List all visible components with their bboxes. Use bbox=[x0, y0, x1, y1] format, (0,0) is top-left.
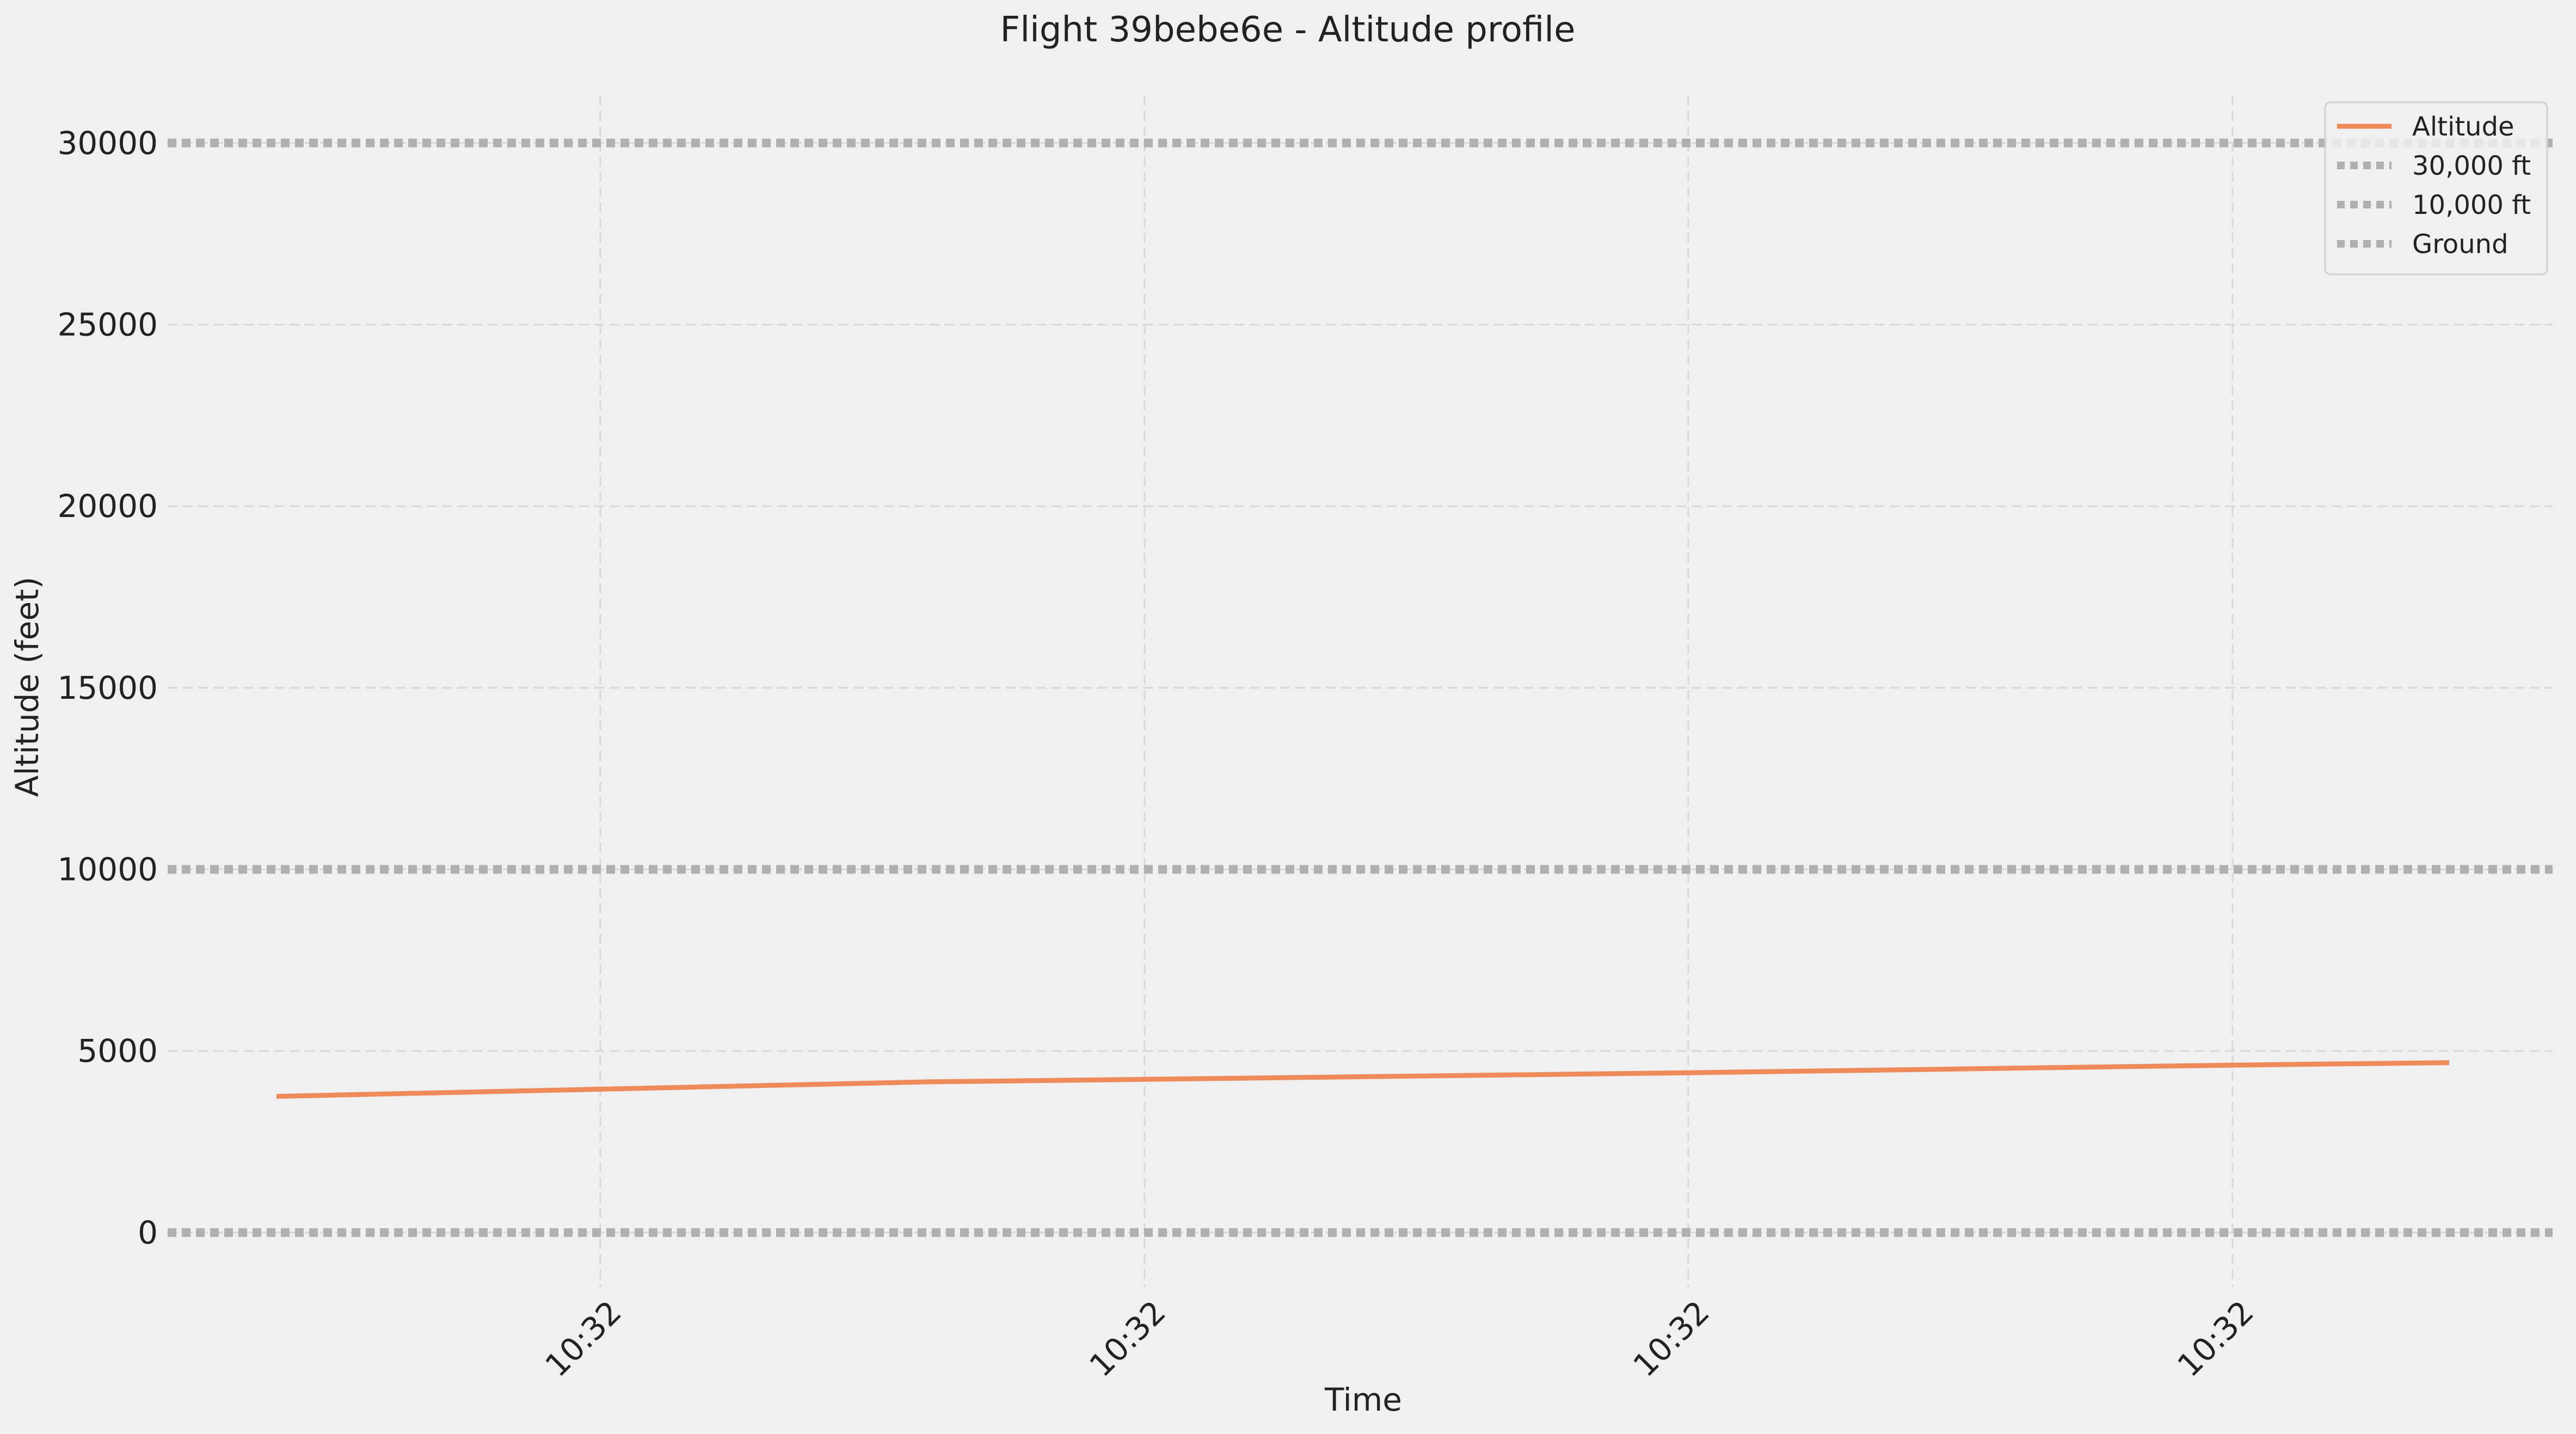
y-axis-ticks: 0 5000 10000 15000 20000 25000 30000 bbox=[57, 125, 158, 1251]
legend-box bbox=[2324, 101, 2548, 275]
legend-label-2: 10,000 ft bbox=[2412, 190, 2531, 220]
y-tick-label-1: 5000 bbox=[77, 1032, 158, 1069]
y-tick-label-2: 10000 bbox=[57, 851, 158, 888]
legend: Altitude 30,000 ft 10,000 ft Ground bbox=[2324, 101, 2548, 275]
y-tick-label-4: 20000 bbox=[57, 488, 158, 525]
x-axis-label: Time bbox=[1324, 1381, 1402, 1418]
reference-lines bbox=[168, 138, 2553, 1237]
y-tick-label-0: 0 bbox=[138, 1214, 158, 1251]
chart-title: Flight 39bebe6e - Altitude profile bbox=[1000, 10, 1576, 50]
series-line-0 bbox=[276, 1060, 2450, 1099]
legend-label-3: Ground bbox=[2412, 229, 2509, 260]
y-tick-label-6: 30000 bbox=[57, 125, 158, 162]
y-axis-label: Altitude (feet) bbox=[9, 577, 46, 797]
y-tick-label-5: 25000 bbox=[57, 306, 158, 343]
y-tick-label-3: 15000 bbox=[57, 669, 158, 706]
series-lines bbox=[276, 1060, 2450, 1099]
legend-label-1: 30,000 ft bbox=[2412, 151, 2531, 181]
legend-label-0: Altitude bbox=[2412, 112, 2514, 142]
